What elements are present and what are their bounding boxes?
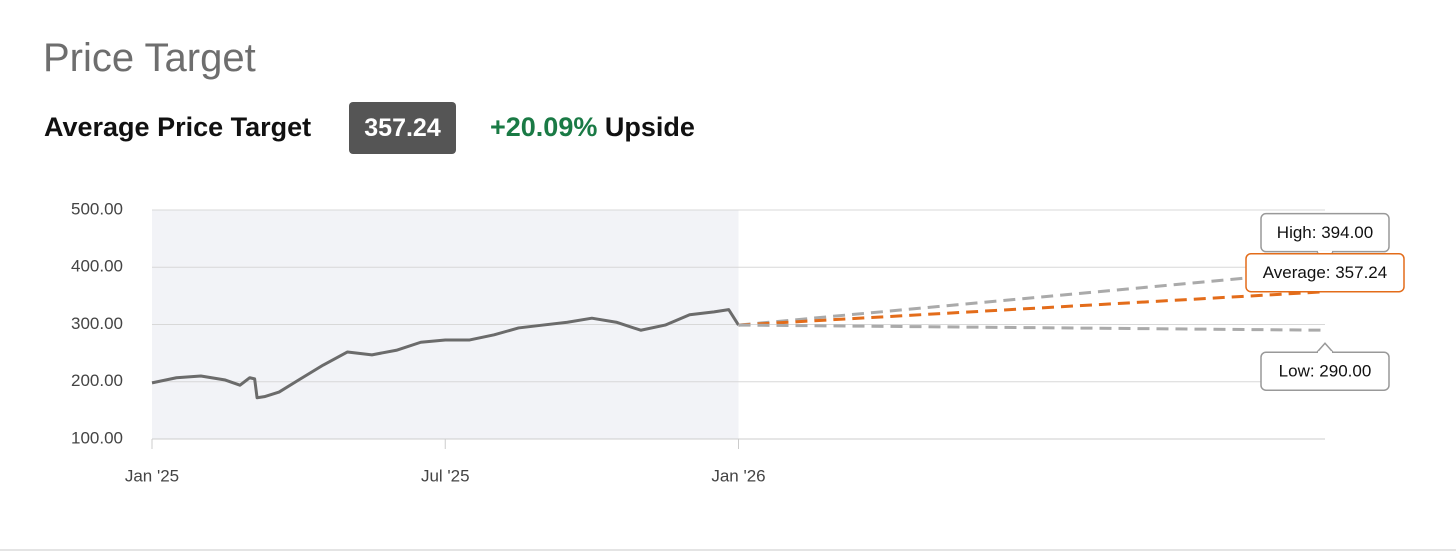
y-tick-label: 200.00: [71, 371, 123, 390]
tooltip-label: High: 394.00: [1277, 223, 1373, 242]
change: +20.09% Upside: [490, 112, 695, 143]
y-tick-label: 300.00: [71, 314, 123, 333]
tooltip-pointer: [1316, 342, 1334, 353]
tooltip-box: [1245, 252, 1405, 293]
target-tooltip: High: 394.00: [1260, 212, 1390, 262]
avg-label: Average Price Target: [44, 112, 312, 142]
tooltip-label: Low: 290.00: [1279, 362, 1372, 381]
x-tick-label: Jan '25: [125, 466, 179, 485]
change-value: +20.09%: [490, 112, 598, 142]
x-tick-label: Jan '26: [711, 466, 765, 485]
change-suffix: Upside: [604, 112, 695, 142]
target-tooltip: Average: 357.24: [1245, 252, 1405, 293]
price-line: [151, 308, 740, 400]
tooltip-label: Average: 357.24: [1263, 263, 1387, 282]
target-line: [738, 323, 1326, 332]
x-tick-label: Jul '25: [421, 466, 470, 485]
y-tick-label: 400.00: [71, 257, 123, 276]
badge: 357.24: [349, 102, 456, 154]
target-tooltip: Low: 290.00: [1260, 342, 1390, 391]
title: Price Target: [43, 36, 256, 80]
y-tick-label: 500.00: [71, 199, 123, 218]
y-tick-label: 100.00: [71, 428, 123, 447]
target-line: [738, 269, 1326, 327]
target-line: [738, 290, 1326, 327]
